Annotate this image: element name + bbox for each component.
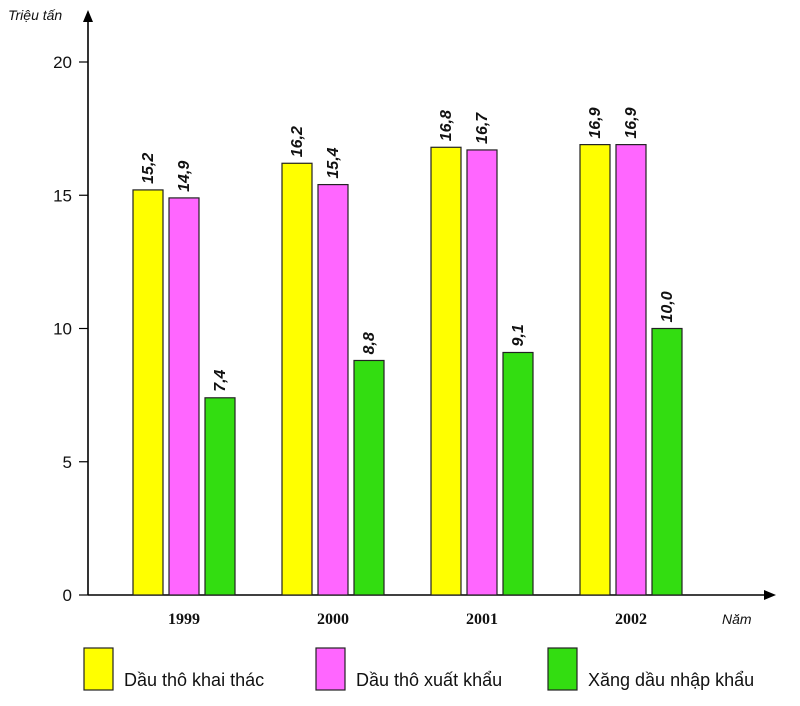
data-label: 10,0 (659, 291, 676, 322)
legend-swatch (83, 647, 114, 691)
bar-2001-series-2 (466, 149, 498, 596)
bar-2001-series-1 (430, 146, 462, 596)
data-label: 8,8 (361, 332, 378, 354)
data-label: 16,7 (474, 112, 491, 144)
bar-2002-series-3 (651, 327, 683, 596)
data-label: 16,9 (623, 107, 640, 138)
data-label: 16,8 (438, 110, 455, 141)
data-label: 15,4 (325, 147, 342, 178)
x-axis-label: Năm (722, 611, 752, 627)
x-ticks: 1999 2000 2001 2002 (168, 611, 647, 628)
legend-label: Xăng dầu nhập khẩu (588, 670, 754, 690)
data-label: 14,9 (176, 161, 193, 192)
bar-2002-series-1 (579, 144, 611, 596)
y-axis-arrow (83, 10, 93, 22)
legend-swatch (315, 647, 346, 691)
bar-1999-series-1 (132, 189, 164, 596)
legend-label: Dầu thô xuất khẩu (356, 670, 502, 690)
y-ticks: 0 5 10 15 20 (53, 53, 88, 605)
x-tick-label: 2002 (615, 611, 647, 628)
data-label: 9,1 (510, 324, 527, 346)
bar-2002-series-2 (615, 144, 647, 596)
y-tick-label: 0 (63, 586, 72, 605)
bar-2000-series-3 (353, 359, 385, 596)
data-label: 7,4 (212, 369, 229, 391)
bar-2000-series-1 (281, 162, 313, 596)
legend-label: Dầu thô khai thác (124, 670, 264, 690)
data-label: 16,2 (289, 126, 306, 157)
x-axis-arrow (764, 590, 776, 600)
legend: Dầu thô khai thác Dầu thô xuất khẩu Xăng d… (83, 647, 754, 691)
bar-2001-series-3 (502, 351, 534, 596)
data-label: 16,9 (587, 107, 604, 138)
bar-2000-series-2 (317, 183, 349, 596)
x-tick-label: 2001 (466, 611, 498, 628)
bar-1999-series-3 (204, 397, 236, 596)
x-tick-label: 2000 (317, 611, 349, 628)
y-tick-label: 20 (53, 53, 72, 72)
y-tick-label: 10 (53, 320, 72, 339)
y-axis-label: Triệu tấn (8, 7, 62, 23)
legend-swatch (547, 647, 578, 691)
x-tick-label: 1999 (168, 611, 200, 628)
data-label: 15,2 (140, 153, 157, 184)
y-tick-label: 5 (63, 453, 72, 472)
bars: 15,2 14,9 7,4 16,2 15,4 8,8 16,8 16,7 9,1 16,9 16,… (132, 107, 683, 596)
bar-1999-series-2 (168, 197, 200, 596)
y-tick-label: 15 (53, 186, 72, 205)
